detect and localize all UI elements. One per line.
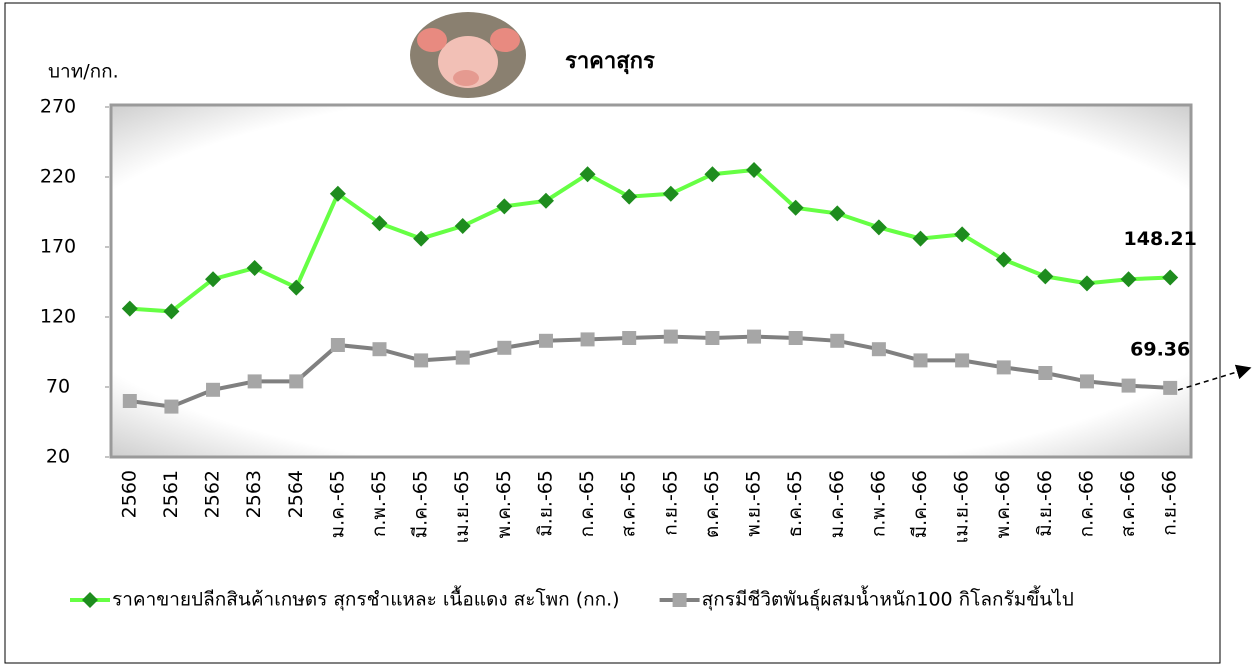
marker: [1120, 271, 1137, 288]
marker: [455, 350, 470, 365]
x-tick-label: 2560: [118, 470, 140, 518]
marker: [330, 338, 345, 352]
marker: [1038, 366, 1053, 380]
x-tick-label: ต.ค.-65: [701, 470, 723, 538]
x-tick-label: ก.ย.-66: [1159, 470, 1181, 536]
plot-area: [109, 103, 1193, 459]
legend-marker: [672, 593, 687, 607]
marker: [288, 279, 305, 296]
marker: [829, 205, 846, 222]
marker: [413, 230, 430, 247]
frame: [4, 2, 1221, 664]
data-label: 69.36: [1130, 338, 1190, 360]
marker: [414, 353, 429, 368]
marker: [663, 329, 678, 344]
x-tick-label: ธ.ค.-65: [784, 470, 806, 537]
marker: [622, 331, 637, 345]
x-tick-label: 2564: [285, 470, 307, 518]
marker: [913, 353, 928, 368]
marker: [1037, 268, 1054, 285]
x-tick-label: 2561: [160, 470, 182, 518]
marker: [955, 353, 970, 368]
marker: [1079, 374, 1094, 389]
marker: [871, 342, 886, 357]
x-tick-label: มิ.ย.-65: [534, 470, 556, 537]
marker: [1121, 378, 1136, 393]
x-tick-label: 2563: [243, 470, 265, 518]
x-tick-label: ม.ค.-65: [326, 470, 348, 538]
marker: [122, 394, 137, 408]
x-tick-label: พ.ค.-65: [493, 470, 515, 538]
x-tick-label: พ.ค.-66: [992, 470, 1014, 538]
marker: [497, 340, 512, 355]
arrow: [1177, 364, 1252, 391]
y-tick-label: 20: [46, 446, 70, 468]
marker: [206, 382, 221, 397]
marker: [164, 399, 179, 414]
x-tick-label: ส.ค.-65: [618, 470, 640, 537]
marker: [1078, 275, 1095, 292]
x-tick-label: ก.พ.-65: [368, 470, 390, 537]
x-tick-label: 2562: [202, 470, 224, 518]
marker: [621, 188, 638, 205]
legend-marker: [82, 592, 98, 608]
x-tick-label: พ.ย.-65: [743, 470, 765, 537]
chart-title: ราคาสุกร: [565, 49, 655, 75]
marker: [329, 185, 346, 202]
pig-image: [410, 12, 526, 98]
x-tick-label: มี.ค.-66: [909, 470, 931, 538]
marker: [579, 166, 596, 183]
marker: [289, 374, 304, 389]
marker: [996, 360, 1011, 375]
marker: [247, 374, 262, 389]
x-tick-label: ก.ค.-66: [1075, 470, 1097, 537]
legend-label: สุกรมีชีวิตพันธุ์ผสมน้ำหนัก100 กิโลกรัมข…: [702, 586, 1074, 612]
marker: [746, 162, 763, 178]
marker: [704, 166, 721, 183]
marker: [580, 332, 595, 347]
marker: [662, 185, 679, 202]
marker: [205, 271, 222, 288]
marker: [788, 331, 803, 345]
marker: [870, 219, 887, 236]
y-axis-label: บาท/กก.: [48, 61, 119, 83]
marker: [705, 331, 720, 345]
marker: [537, 192, 554, 209]
marker: [787, 199, 804, 216]
marker: [747, 329, 762, 344]
y-tick-label: 270: [40, 96, 76, 118]
marker: [496, 198, 513, 215]
x-tick-label: ก.พ.-66: [867, 470, 889, 537]
series-line: [129, 167, 1171, 314]
marker: [163, 303, 180, 320]
legend-label: ราคาขายปลีกสินค้าเกษตร สุกรชำแหละ เนื้อแ…: [112, 586, 620, 612]
x-tick-label: ก.ค.-65: [576, 470, 598, 537]
x-tick-label: ม.ค.-66: [826, 470, 848, 538]
marker: [454, 218, 471, 234]
y-tick-label: 120: [40, 306, 76, 328]
x-tick-label: ส.ค.-66: [1117, 470, 1139, 537]
x-tick-label: ก.ย.-65: [659, 470, 681, 536]
y-tick-label: 170: [40, 236, 76, 258]
y-tick-label: 220: [40, 166, 76, 188]
x-tick-label: มี.ค.-65: [410, 470, 432, 538]
y-tick-label: 70: [46, 376, 70, 398]
x-tick-label: เม.ย.-65: [451, 470, 473, 543]
x-tick-label: มิ.ย.-66: [1034, 470, 1056, 537]
marker: [371, 215, 388, 232]
x-tick-label: เม.ย.-66: [951, 470, 973, 543]
marker: [246, 260, 263, 276]
data-label: 148.21: [1124, 228, 1197, 250]
marker: [538, 333, 553, 348]
marker: [372, 342, 387, 357]
marker: [830, 333, 845, 348]
marker: [121, 300, 138, 317]
marker: [912, 230, 929, 247]
marker: [954, 226, 971, 243]
marker: [1163, 380, 1178, 395]
marker: [1162, 269, 1179, 286]
marker: [995, 251, 1012, 268]
